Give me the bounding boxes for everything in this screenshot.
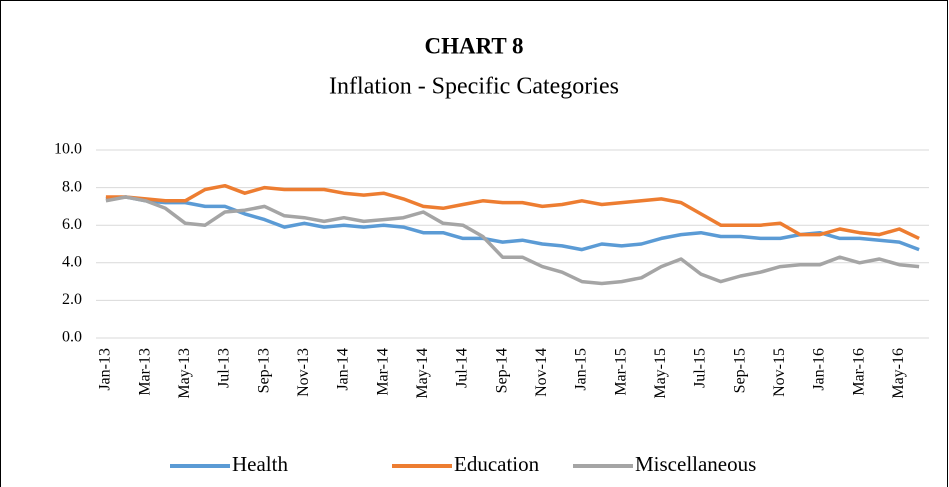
x-tick-label: Nov-13 xyxy=(295,348,312,397)
legend-label: Miscellaneous xyxy=(635,452,756,476)
x-tick-label: Sep-15 xyxy=(731,348,748,393)
x-tick-label: May-16 xyxy=(890,348,907,399)
x-tick-label: Sep-13 xyxy=(255,348,272,393)
x-tick-label: Mar-16 xyxy=(850,348,867,396)
y-tick-label: 4.0 xyxy=(62,253,82,270)
y-tick-label: 6.0 xyxy=(62,216,82,233)
y-tick-label: 8.0 xyxy=(62,178,82,195)
line-series xyxy=(105,195,920,286)
x-tick-label: Jan-13 xyxy=(97,348,114,391)
y-tick-label: 2.0 xyxy=(62,291,82,308)
chart-subtitle: Inflation - Specific Categories xyxy=(329,74,619,100)
legend-label: Health xyxy=(232,452,288,476)
x-tick-label: Mar-15 xyxy=(612,348,629,396)
y-tick-label: 10.0 xyxy=(54,141,82,158)
x-tick-label: Nov-15 xyxy=(771,348,788,397)
x-tick-label: Jul-13 xyxy=(216,348,233,388)
line-series xyxy=(105,195,920,252)
x-tick-label: Mar-14 xyxy=(374,348,391,396)
x-tick-label: Mar-13 xyxy=(136,348,153,396)
x-tick-label: Jan-15 xyxy=(573,348,590,391)
legend-label: Education xyxy=(454,452,540,476)
y-tick-label: 0.0 xyxy=(62,329,82,346)
x-tick-label: Nov-14 xyxy=(533,348,550,397)
x-tick-label: Jan-16 xyxy=(811,348,828,391)
x-tick-label: May-15 xyxy=(652,348,669,399)
x-tick-label: Sep-14 xyxy=(493,348,510,393)
x-tick-label: Jan-14 xyxy=(335,348,352,391)
x-tick-label: May-14 xyxy=(414,348,431,399)
x-tick-label: May-13 xyxy=(176,348,193,399)
chart-title: CHART 8 xyxy=(424,33,523,58)
x-tick-label: Jul-14 xyxy=(454,348,471,388)
line-series xyxy=(105,183,920,240)
x-tick-label: Jul-15 xyxy=(692,348,709,388)
